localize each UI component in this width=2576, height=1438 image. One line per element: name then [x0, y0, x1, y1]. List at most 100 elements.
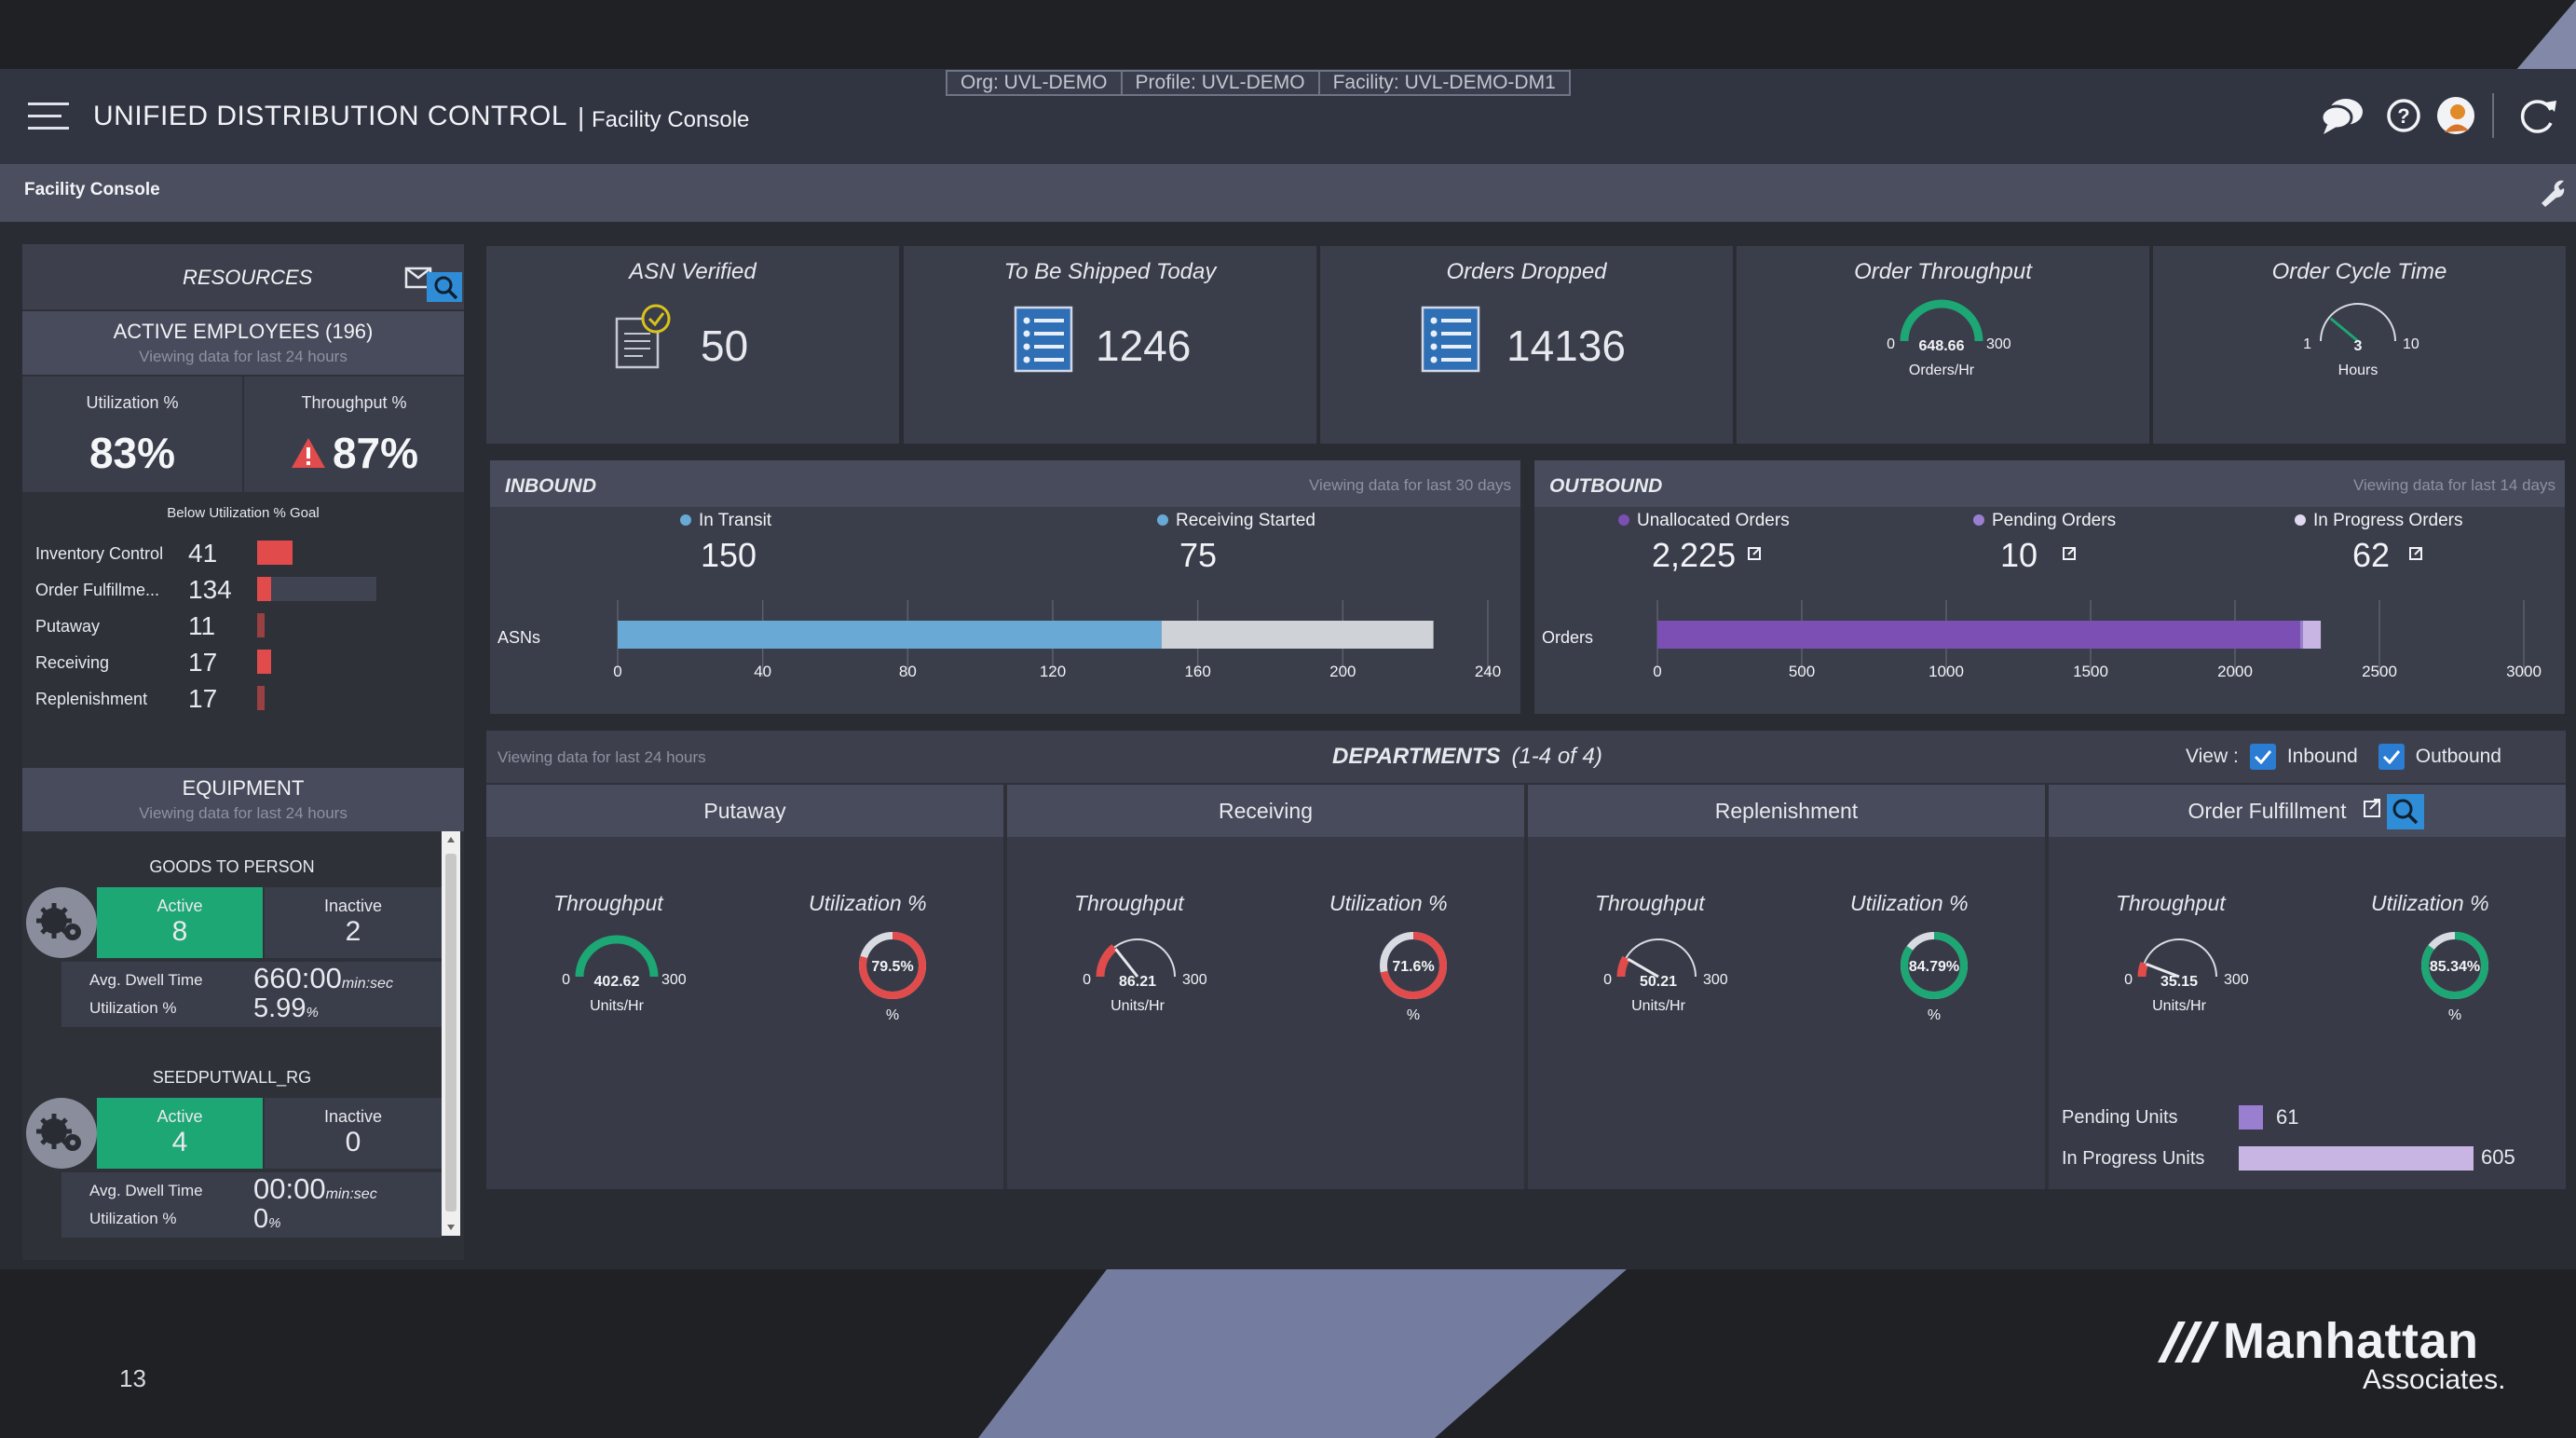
legend-value[interactable]: 150 — [701, 536, 756, 574]
legend-value[interactable]: 2,225 — [1652, 536, 1736, 574]
dwell-unit: min:sec — [325, 1186, 377, 1202]
department-card-header[interactable]: Receiving — [1007, 785, 1524, 837]
gauge-value: 402.62 — [594, 974, 640, 990]
outbound-chart: 0 500 1000 1500 2000 2500 3000 Orders Unallocate… — [1542, 511, 2542, 680]
bar-segment[interactable] — [1657, 621, 2300, 649]
outbound-title: OUTBOUND — [1549, 475, 1663, 497]
chat-icon[interactable] — [2320, 93, 2366, 136]
active-count: 8 — [171, 916, 188, 947]
user-avatar-icon[interactable] — [2435, 95, 2476, 136]
department-card-header[interactable]: Replenishment — [1528, 785, 2045, 837]
utilization-label: Utilization % — [86, 393, 179, 412]
throughput-tile: Throughput % 87% — [244, 377, 464, 492]
bar-segment[interactable] — [2302, 621, 2322, 649]
equipment-group-name: GOODS TO PERSON — [149, 857, 315, 876]
legend-dot — [1973, 514, 1984, 526]
profile-label[interactable]: Profile: UVL-DEMO — [1123, 72, 1320, 94]
throughput-title: Throughput — [553, 891, 663, 915]
gauge-unit: Units/Hr — [1631, 998, 1685, 1014]
equipment-subtitle: Viewing data for last 24 hours — [139, 804, 348, 822]
kpi-order-throughput: Order Throughput 0 300 648.66 Orders/Hr — [1737, 246, 2149, 444]
ring-value: 79.5% — [871, 959, 913, 975]
legend-value[interactable]: 62 — [2352, 536, 2390, 574]
svg-text:?: ? — [2397, 104, 2409, 128]
utilization-value: 83% — [89, 429, 176, 477]
outbound-checkbox-label[interactable]: Outbound — [2415, 746, 2501, 767]
page-number: 13 — [119, 1364, 146, 1392]
in-progress-units-bar[interactable] — [2239, 1146, 2474, 1171]
legend-label: Unallocated Orders — [1637, 511, 1790, 530]
active-count-tile[interactable]: Active 8 — [97, 887, 263, 958]
legend-value[interactable]: 10 — [2000, 536, 2038, 574]
below-goal-count: 17 — [188, 684, 218, 713]
inactive-count-tile[interactable]: Inactive 2 — [265, 887, 442, 958]
below-goal-row: Receiving 17 — [35, 644, 445, 680]
gauge-value-arc — [1096, 944, 1118, 978]
department-throughput-gauge: 0 300 402.62 Units/Hr — [562, 935, 687, 1014]
org-label[interactable]: Org: UVL-DEMO — [947, 72, 1123, 94]
gauge-unit: Hours — [2338, 363, 2378, 378]
app-title: UNIFIED DISTRIBUTION CONTROL — [93, 101, 568, 131]
below-goal-bar-track — [257, 613, 376, 637]
list-icon — [1421, 306, 1480, 373]
ring-value: 71.6% — [1392, 959, 1434, 975]
bar-segment[interactable] — [2299, 621, 2303, 649]
ring-value-arc — [1380, 932, 1447, 999]
menu-icon[interactable] — [28, 103, 69, 130]
dwell-label: Avg. Dwell Time — [89, 1182, 203, 1199]
below-goal-bar — [257, 650, 271, 674]
inbound-checkbox[interactable] — [2249, 744, 2276, 770]
below-goal-bar-track — [257, 541, 376, 565]
resources-title: RESOURCES — [183, 266, 313, 289]
facility-label[interactable]: Facility: UVL-DEMO-DM1 — [1332, 72, 1556, 93]
inbound-panel: INBOUND Viewing data for last 30 days 0 4… — [490, 460, 1520, 714]
axis-label: ASNs — [497, 628, 540, 647]
title-separator: | — [578, 103, 585, 131]
department-card: Receiving Throughput Utilization % 0 300 86.2… — [1007, 785, 1524, 1189]
department-card-header[interactable]: Putaway — [486, 785, 1003, 837]
external-link-icon[interactable] — [2409, 547, 2422, 560]
below-goal-name: Putaway — [35, 617, 101, 636]
active-count-tile[interactable]: Active 4 — [97, 1098, 263, 1169]
inactive-label: Inactive — [323, 1107, 383, 1126]
wrench-icon[interactable] — [2536, 177, 2568, 209]
refresh-icon[interactable] — [2517, 95, 2558, 136]
outbound-checkbox[interactable] — [2378, 744, 2405, 770]
equipment-group-name: SEEDPUTWALL_RG — [152, 1068, 312, 1087]
inactive-count-tile[interactable]: Inactive 0 — [265, 1098, 442, 1169]
bar-segment[interactable] — [1161, 621, 1434, 649]
gauge-unit: Units/Hr — [1111, 998, 1165, 1014]
export-search-icon[interactable] — [404, 259, 464, 302]
active-label: Active — [157, 897, 203, 915]
axis-tick-label: 0 — [1653, 663, 1661, 680]
gauge-value: 50.21 — [1640, 974, 1677, 990]
gears-icon — [26, 887, 97, 958]
below-goal-bar — [257, 613, 265, 637]
external-link-icon[interactable] — [1748, 547, 1761, 560]
department-link-search-icons[interactable] — [2359, 792, 2426, 829]
context-bar[interactable]: Org: UVL-DEMO Profile: UVL-DEMO Facility… — [946, 70, 1571, 96]
pending-units-bar[interactable] — [2239, 1105, 2263, 1130]
header-divider — [2492, 93, 2494, 138]
bar-segment[interactable] — [618, 621, 1162, 649]
legend-value[interactable]: 75 — [1179, 536, 1217, 574]
inbound-checkbox-label[interactable]: Inbound — [2286, 746, 2358, 767]
order-throughput-gauge: 0 300 648.66 Orders/Hr — [1887, 299, 2011, 378]
department-utilization-ring: 71.6%% — [1380, 932, 1447, 1023]
axis-tick-label: 500 — [1789, 663, 1815, 680]
equipment-scrollbar[interactable] — [442, 831, 460, 1236]
gauge-unit: Orders/Hr — [1909, 363, 1975, 378]
throughput-label: Throughput % — [301, 393, 407, 412]
gauge-value: 648.66 — [1919, 338, 1965, 354]
department-card-header[interactable]: Order Fulfillment — [2049, 785, 2566, 837]
gauge-needle — [1627, 957, 1659, 979]
in-progress-units-value: 605 — [2481, 1145, 2515, 1169]
help-icon[interactable]: ? — [2385, 97, 2422, 134]
inbound-subtitle: Viewing data for last 30 days — [1308, 476, 1511, 494]
gauge-value-arc — [1900, 299, 1983, 342]
resources-header — [22, 244, 464, 309]
departments-count: (1-4 of 4) — [1511, 744, 1602, 769]
kpi-dropped-title: Orders Dropped — [1446, 259, 1607, 284]
util-number: 5.99 — [253, 993, 307, 1023]
external-link-icon[interactable] — [2063, 547, 2076, 560]
